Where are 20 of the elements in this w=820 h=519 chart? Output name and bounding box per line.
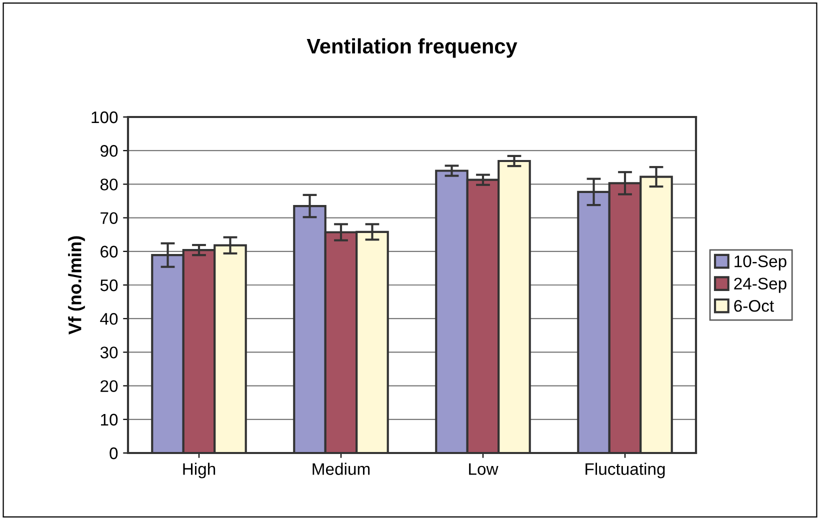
- legend-label: 10-Sep: [734, 255, 786, 271]
- legend-label: 24-Sep: [734, 278, 786, 293]
- y-tick-label: 50: [100, 279, 118, 292]
- y-tick-label: 10: [101, 414, 118, 426]
- y-tick-label: 100: [92, 111, 118, 124]
- x-tick-label: Fluctuating: [586, 462, 665, 478]
- chart-title: Ventilation frequency: [306, 38, 518, 58]
- y-tick-label: 80: [100, 178, 118, 190]
- x-tick-label: Medium: [312, 462, 370, 475]
- legend-label: 6-Oct: [734, 300, 774, 312]
- y-tick-label: 60: [100, 246, 118, 258]
- y-tick-label: 20: [100, 380, 118, 392]
- y-tick-label: 70: [100, 212, 118, 224]
- y-tick-label: 40: [100, 313, 118, 325]
- x-tick-label: High: [183, 462, 216, 478]
- y-tick-label: 30: [100, 346, 118, 358]
- y-tick-label: 90: [100, 145, 118, 157]
- y-axis-title: Vf (no./min): [68, 236, 85, 335]
- x-tick-label: Low: [469, 463, 498, 475]
- y-tick-label: 0: [110, 447, 118, 460]
